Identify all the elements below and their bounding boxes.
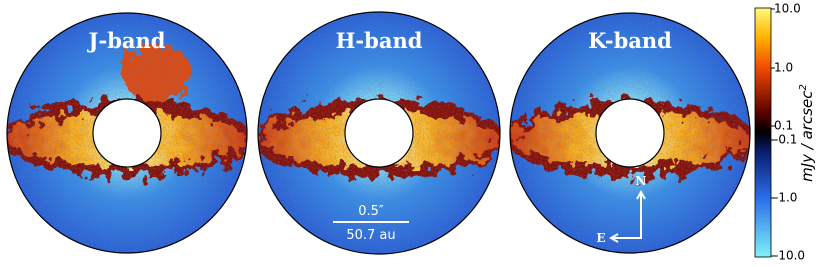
colorbar-tick-label: 1.0 (774, 61, 793, 75)
disk-edge (509, 12, 751, 254)
disk-edge (6, 12, 248, 254)
panel-title: H-band (336, 28, 423, 53)
colorbar-tick-label: 10.0 (774, 2, 801, 16)
inner-mask (595, 98, 665, 168)
compass-north: N (636, 174, 647, 188)
scale-physical: 50.7 au (346, 228, 395, 243)
colorbar-tick-label: -10.0 (774, 249, 805, 263)
disk-edge (257, 11, 501, 255)
colorbar-tick-label: 0.1 (774, 119, 793, 133)
arrow-head (608, 233, 619, 243)
colorbar (754, 7, 772, 258)
compass (608, 189, 646, 243)
panel-title: J-band (87, 28, 166, 53)
colorbar-ticks: 10.0 1.0 0.1-0.1 -1.0 -10.0 (771, 2, 805, 263)
compass-arrows (613, 194, 642, 239)
colorbar-tick-label: -0.1 (774, 133, 797, 147)
inner-mask (344, 98, 414, 168)
scale-angular: 0.5″ (358, 204, 384, 219)
label-exponent: 2 (798, 84, 809, 90)
disks: J-band H-band K-band (6, 11, 751, 255)
scale-bar: 0.5″ 50.7 au (333, 204, 409, 243)
panel-title: K-band (588, 28, 672, 53)
colorbar-label: mJy / arcsec2 (798, 84, 816, 182)
arrow-head (636, 189, 646, 200)
disk-panel (7, 13, 247, 253)
label-text: mJy / arcsec (798, 90, 816, 182)
colorbar-tick-label: -1.0 (774, 191, 797, 205)
inner-mask (92, 98, 162, 168)
compass-east: E (596, 231, 605, 245)
